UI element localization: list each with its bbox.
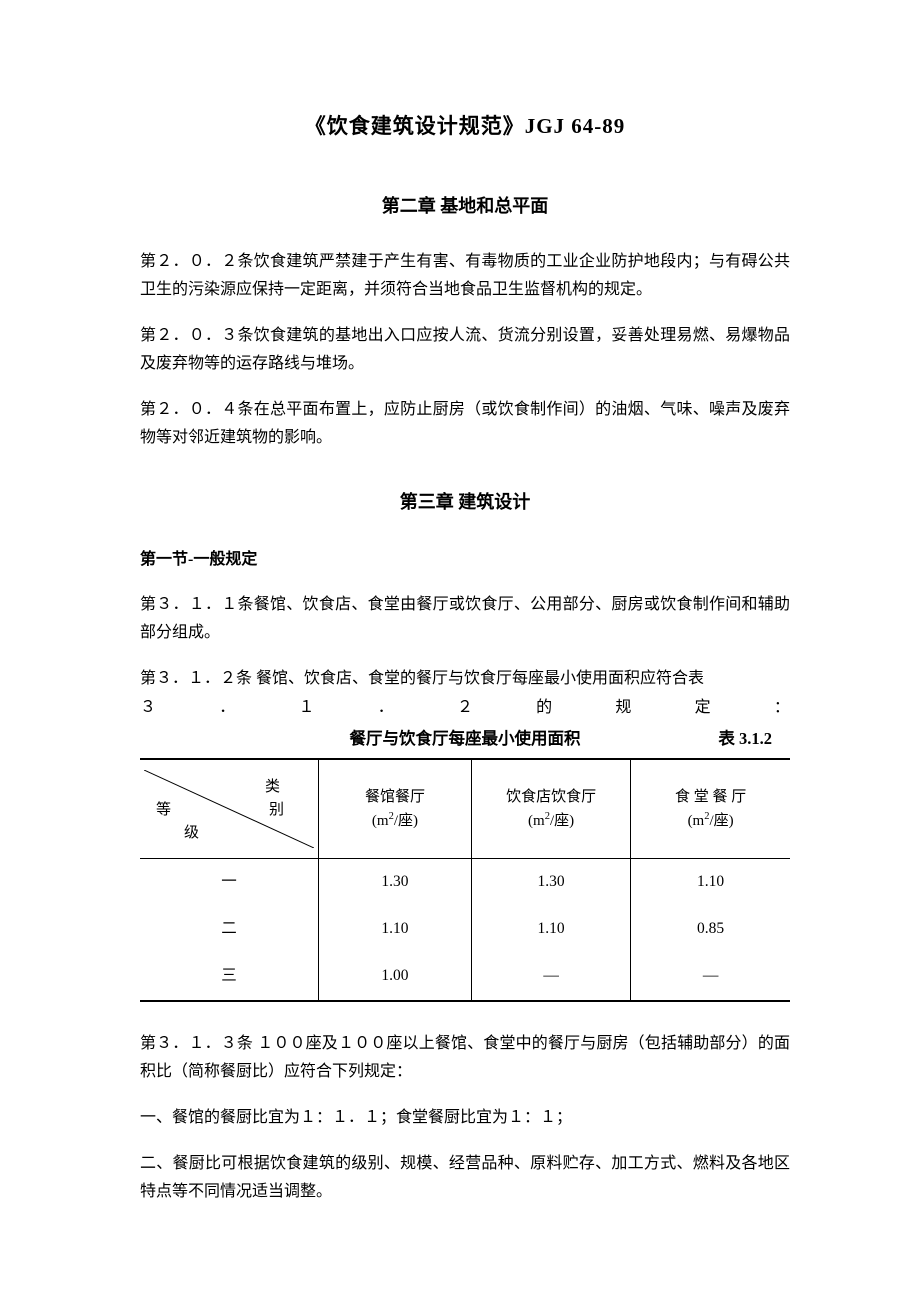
- col3-unit-pre: (m: [688, 813, 705, 829]
- diag-label-mid-left: 等: [156, 799, 171, 822]
- cell-v1: 1.30: [319, 859, 472, 906]
- col2-unit-post: /座): [550, 813, 574, 829]
- spread-part: 规: [615, 695, 631, 721]
- cell-v1: 1.10: [319, 906, 472, 953]
- spread-part: 的: [536, 695, 552, 721]
- article-2-0-2: 第２．０．２条饮食建筑严禁建于产生有害、有毒物质的工业企业防护地段内；与有碍公共…: [140, 248, 790, 304]
- spread-part: ：: [774, 695, 790, 721]
- table-label: 表 3.1.2: [718, 726, 772, 752]
- spread-part: ３: [140, 695, 156, 721]
- article-3-1-1: 第３．１．１条餐馆、饮食店、食堂由餐厅或饮食厅、公用部分、厨房或饮食制作间和辅助…: [140, 591, 790, 647]
- col3-title: 食 堂 餐 厅: [675, 789, 746, 805]
- article-2-0-4: 第２．０．４条在总平面布置上，应防止厨房（或饮食制作间）的油烟、气味、噪声及废弃…: [140, 396, 790, 452]
- diag-label-top: 类: [265, 776, 280, 799]
- article-3-1-3: 第３．１．３条 １００座及１００座以上餐馆、食堂中的餐厅与厨房（包括辅助部分）的…: [140, 1030, 790, 1086]
- article-3-1-3-item1: 一、餐馆的餐厨比宜为１：１．１；食堂餐厨比宜为１：１；: [140, 1104, 790, 1132]
- diag-label-mid-right: 别: [269, 799, 284, 822]
- diag-label-bot: 级: [184, 822, 199, 845]
- spread-part: ２: [457, 695, 473, 721]
- cell-grade: 二: [140, 906, 319, 953]
- table-row: 二 1.10 1.10 0.85: [140, 906, 790, 953]
- table-header-diagonal: 类 等 别 级: [140, 759, 319, 859]
- table-header-col1: 餐馆餐厅 (m2/座): [319, 759, 472, 859]
- table-row: 一 1.30 1.30 1.10: [140, 859, 790, 906]
- article-3-1-2-line2: ３ ． １ ． ２ 的 规 定 ：: [140, 695, 790, 721]
- spread-part: ．: [219, 695, 235, 721]
- col2-unit-pre: (m: [528, 813, 545, 829]
- col2-title: 饮食店饮食厅: [506, 789, 596, 805]
- spread-part: ．: [378, 695, 394, 721]
- chapter-3-heading: 第三章 建筑设计: [140, 488, 790, 517]
- cell-grade: 三: [140, 953, 319, 1001]
- cell-v2: 1.10: [471, 906, 630, 953]
- cell-v2: 1.30: [471, 859, 630, 906]
- cell-v2: —: [471, 953, 630, 1001]
- table-caption: 餐厅与饮食厅每座最小使用面积: [350, 726, 581, 752]
- cell-v3: 1.10: [631, 859, 790, 906]
- min-area-table: 类 等 别 级 餐馆餐厅 (m2/座) 饮食店饮食厅 (m2/座) 食 堂 餐 …: [140, 758, 790, 1001]
- table-header-col2: 饮食店饮食厅 (m2/座): [471, 759, 630, 859]
- cell-v3: 0.85: [631, 906, 790, 953]
- cell-v1: 1.00: [319, 953, 472, 1001]
- table-caption-row: 餐厅与饮食厅每座最小使用面积 表 3.1.2: [140, 726, 790, 752]
- cell-v3: —: [631, 953, 790, 1001]
- col3-unit-post: /座): [709, 813, 733, 829]
- table-3-1-2: 餐厅与饮食厅每座最小使用面积 表 3.1.2 类 等 别 级: [140, 726, 790, 1001]
- article-3-1-2-line1: 第３．１．２条 餐馆、饮食店、食堂的餐厅与饮食厅每座最小使用面积应符合表: [140, 665, 790, 693]
- cell-grade: 一: [140, 859, 319, 906]
- col1-title: 餐馆餐厅: [365, 789, 425, 805]
- document-title: 《饮食建筑设计规范》JGJ 64-89: [140, 110, 790, 144]
- col1-unit-pre: (m: [372, 813, 389, 829]
- spread-part: １: [298, 695, 314, 721]
- col1-unit-post: /座): [394, 813, 418, 829]
- spread-part: 定: [695, 695, 711, 721]
- section-3-1-heading: 第一节-一般规定: [140, 547, 790, 573]
- article-3-1-3-item2: 二、餐厨比可根据饮食建筑的级别、规模、经营品种、原料贮存、加工方式、燃料及各地区…: [140, 1150, 790, 1206]
- table-header-col3: 食 堂 餐 厅 (m2/座): [631, 759, 790, 859]
- chapter-2-heading: 第二章 基地和总平面: [140, 192, 790, 221]
- article-2-0-3: 第２．０．３条饮食建筑的基地出入口应按人流、货流分别设置，妥善处理易燃、易爆物品…: [140, 322, 790, 378]
- table-row: 三 1.00 — —: [140, 953, 790, 1001]
